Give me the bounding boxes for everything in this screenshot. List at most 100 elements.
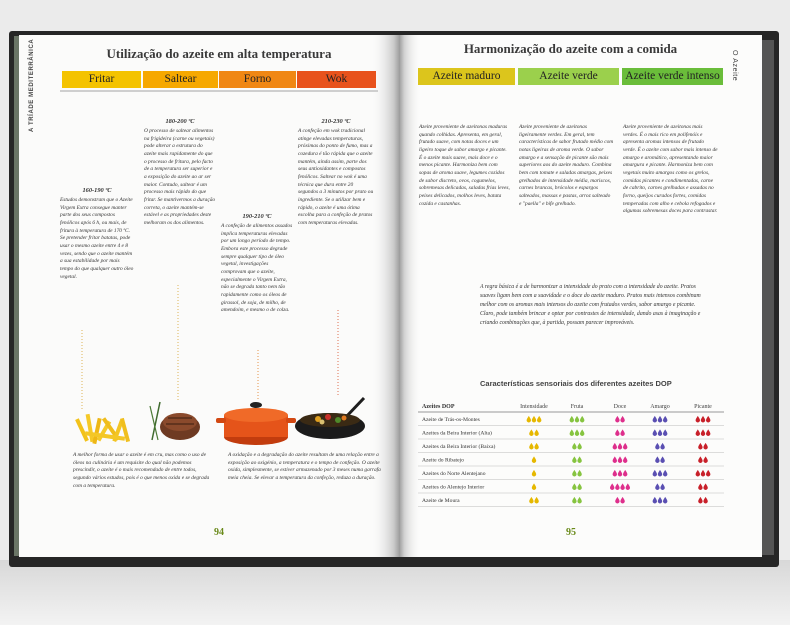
drop xyxy=(706,469,711,477)
table-header: Fruta xyxy=(571,404,584,410)
drop xyxy=(652,496,657,504)
temperature: 180-200 ºC xyxy=(165,118,195,125)
drop xyxy=(572,442,577,450)
method-header: Saltear xyxy=(143,71,218,88)
drop xyxy=(660,456,665,463)
drop xyxy=(660,483,665,490)
drop xyxy=(577,496,582,504)
row-label: Azeites do Alentejo Interior xyxy=(422,484,484,490)
drop-rating xyxy=(572,456,582,463)
temperature: 190-210 ºC xyxy=(242,213,272,220)
page-title: Utilização do azeite em alta temperatura xyxy=(106,46,332,61)
drop-rating xyxy=(572,483,582,490)
page-edges xyxy=(760,40,774,555)
drop xyxy=(695,469,700,477)
drop xyxy=(537,415,542,423)
method-text: O processo de saltear alimentos na frigi… xyxy=(144,128,216,227)
page-number: 94 xyxy=(214,527,224,538)
drop xyxy=(534,442,539,450)
oil-header: Azeite verde intenso xyxy=(622,68,723,85)
method-text: Estudos demonstram que o Azeite Virgem E… xyxy=(60,197,134,280)
method-header: Wok xyxy=(297,71,376,88)
drop xyxy=(706,415,711,423)
drop xyxy=(580,429,585,436)
drop xyxy=(612,442,617,450)
note: A melhor forma de usar o azeite é em cru… xyxy=(73,452,210,489)
drop xyxy=(612,469,617,477)
drop xyxy=(577,456,582,463)
drop xyxy=(657,429,663,436)
drop xyxy=(655,442,660,450)
drop xyxy=(529,496,534,504)
drop xyxy=(534,496,539,504)
drop-rating xyxy=(615,415,625,423)
table-header: Picante xyxy=(694,404,712,410)
drop-rating xyxy=(531,456,537,463)
drop-rating xyxy=(615,429,625,436)
oil-text: Azeite proveniente de azeitonas maduras … xyxy=(419,124,510,207)
drop xyxy=(580,415,585,423)
drop xyxy=(529,442,534,450)
drop-rating xyxy=(655,442,665,450)
table-surface xyxy=(0,560,790,625)
drop xyxy=(615,496,620,504)
row-label: Azeite do Ribatejo xyxy=(422,457,464,463)
drop xyxy=(703,483,708,490)
drop xyxy=(574,415,580,423)
row-label: Azeites da Beira Interior (Alta) xyxy=(422,429,492,436)
pot-image xyxy=(216,402,296,445)
drop xyxy=(569,415,574,423)
drop xyxy=(620,429,625,436)
row-label: Azeite de Moura xyxy=(422,498,460,504)
drop xyxy=(703,442,708,450)
table-header: Azeites DOP xyxy=(422,404,455,410)
drop xyxy=(572,483,577,490)
table-header: Intensidade xyxy=(520,404,548,410)
oil-header: Azeite maduro xyxy=(418,68,515,85)
drop xyxy=(577,442,582,450)
drop-rating xyxy=(698,456,708,463)
drop xyxy=(617,442,623,450)
drop-rating xyxy=(610,483,630,490)
gutter-shadow xyxy=(370,35,400,557)
side-label: A TRÍADE MEDITERRÂNICA xyxy=(29,38,35,132)
drop-rating xyxy=(655,483,665,490)
fries-image xyxy=(75,413,131,445)
rule-text: A regra básica é a de harmonizar a inten… xyxy=(480,284,701,326)
table-header: Amargo xyxy=(650,404,670,410)
drop-rating xyxy=(529,496,539,504)
drop-rating xyxy=(698,442,708,450)
drop xyxy=(663,496,668,504)
drop xyxy=(617,456,623,463)
drop-rating xyxy=(695,415,711,423)
drop xyxy=(700,429,706,436)
drop-rating xyxy=(615,496,625,504)
drop xyxy=(700,469,706,477)
drop xyxy=(623,456,628,463)
drop xyxy=(615,415,620,423)
drop xyxy=(703,456,708,463)
drop xyxy=(623,442,628,450)
method-text: A confeção de alimentos assados implica … xyxy=(221,223,293,314)
drop xyxy=(698,456,703,463)
drop xyxy=(663,429,668,436)
drop xyxy=(623,469,628,477)
left-edge xyxy=(14,36,20,556)
drop xyxy=(615,483,620,490)
drop xyxy=(574,429,580,436)
drop-rating xyxy=(698,483,708,490)
oil-header: Azeite verde xyxy=(518,68,619,85)
drop xyxy=(534,429,539,436)
method-header: Fritar xyxy=(62,71,141,88)
drop-rating xyxy=(529,442,539,450)
drop xyxy=(698,496,703,504)
drop xyxy=(657,496,663,504)
drop xyxy=(577,483,582,490)
drop-rating xyxy=(652,496,668,504)
drop-rating xyxy=(612,442,628,450)
drop-rating xyxy=(612,469,628,477)
drop-rating xyxy=(652,429,668,436)
drop xyxy=(652,429,657,436)
oil-text: Azeite proveniente de azeitonas ligeiram… xyxy=(519,124,614,207)
